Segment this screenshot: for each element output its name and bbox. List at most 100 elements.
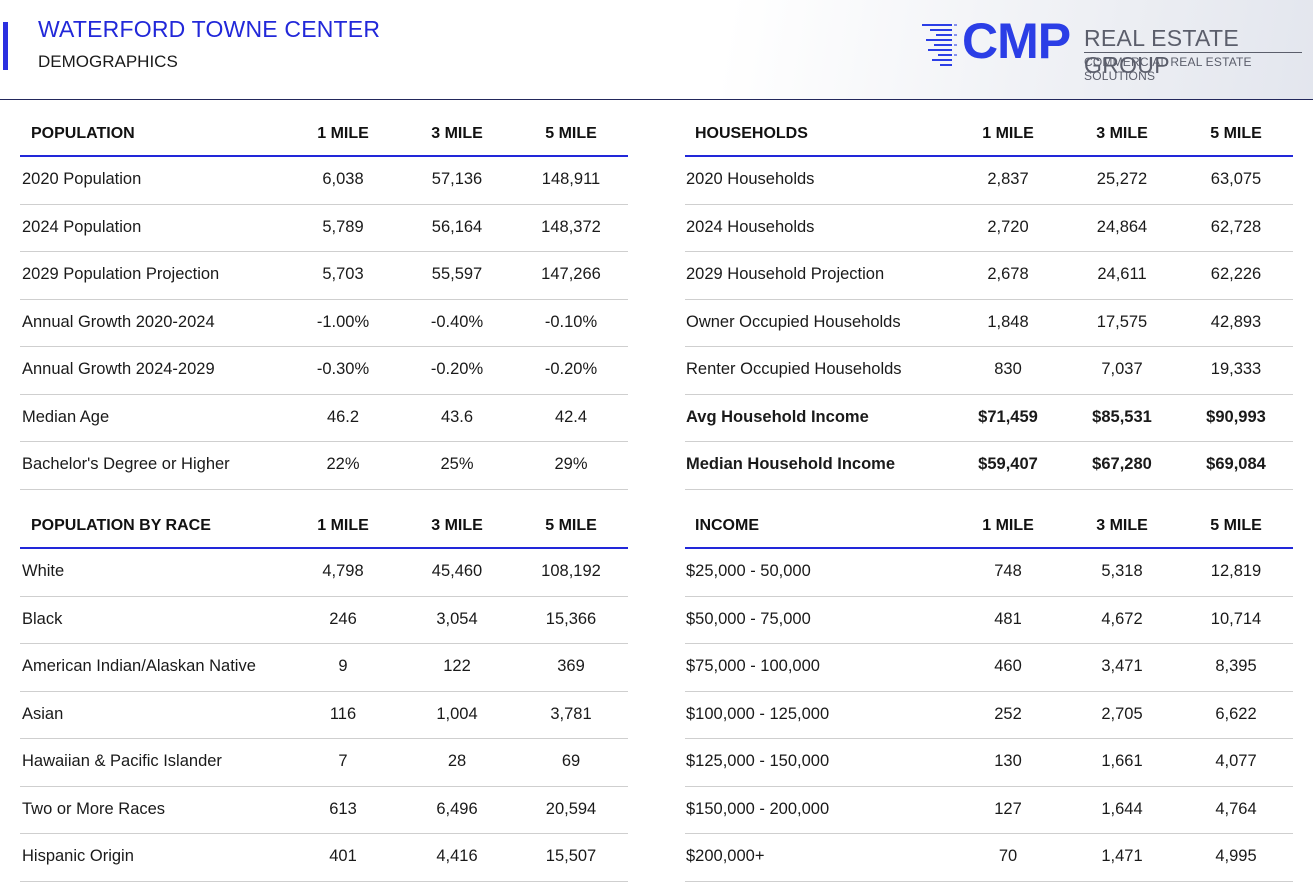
value-1-mile: 613 — [329, 799, 357, 818]
logo-divider — [1084, 52, 1302, 53]
value-1-mile: 5,789 — [322, 217, 364, 236]
value-5-mile: 62,226 — [1210, 265, 1262, 283]
row-label: $25,000 - 50,000 — [686, 562, 811, 580]
table-row: Renter Occupied Households 830 7,037 19,333 — [685, 347, 1293, 395]
value-3-mile: 4,416 — [436, 847, 478, 865]
col-1-mile: 1 MILE — [982, 125, 1034, 142]
col-5-mile: 5 MILE — [1210, 517, 1262, 534]
table-row: White 4,798 45,460 108,192 — [20, 549, 628, 597]
page-header: WATERFORD TOWNE CENTER DEMOGRAPHICS — [0, 0, 1313, 100]
table-row: Annual Growth 2024-2029 -0.30% -0.20% -0.20… — [20, 347, 628, 395]
row-label: $50,000 - 75,000 — [686, 609, 811, 628]
table-row: $100,000 - 125,000 252 2,705 6,622 — [685, 692, 1293, 739]
table-row: Avg Household Income $71,459 $85,531 $90,99… — [685, 395, 1293, 442]
row-label: Two or More Races — [22, 799, 166, 818]
row-label: $125,000 - 150,000 — [686, 752, 830, 770]
table-row: American Indian/Alaskan Native 9 122 369 — [20, 644, 628, 692]
table-row: 2024 Households 2,720 24,864 62,728 — [685, 205, 1293, 252]
value-1-mile: 2,837 — [987, 170, 1029, 188]
income-table-header: INCOME 1 MILE 3 MILE 5 MILE — [685, 508, 1293, 549]
table-row: $50,000 - 75,000 481 4,672 10,714 — [685, 597, 1293, 644]
value-3-mile: 43.6 — [440, 407, 474, 426]
value-5-mile: -0.20% — [544, 360, 598, 378]
table-row: Hawaiian & Pacific Islander 7 28 69 — [20, 739, 628, 787]
value-1-mile: 2,678 — [987, 265, 1029, 283]
value-1-mile: $59,407 — [978, 455, 1038, 473]
value-5-mile: 6,622 — [1215, 704, 1257, 723]
value-3-mile: 24,611 — [1097, 265, 1147, 283]
value-5-mile: 8,395 — [1215, 657, 1257, 675]
value-5-mile: 369 — [557, 657, 585, 675]
population-table: POPULATION 1 MILE 3 MILE 5 MILE 2020 Pop… — [20, 116, 628, 490]
table-row: $75,000 - 100,000 460 3,471 8,395 — [685, 644, 1293, 692]
row-label: $100,000 - 125,000 — [686, 704, 830, 723]
value-3-mile: 1,004 — [436, 704, 478, 723]
table-row: 2024 Population 5,789 56,164 148,372 — [20, 205, 628, 252]
row-label: Hispanic Origin — [22, 847, 134, 865]
logo-mark-icon — [922, 24, 957, 66]
value-5-mile: 148,911 — [541, 170, 601, 188]
value-5-mile: 10,714 — [1210, 609, 1262, 628]
value-5-mile: 42,893 — [1210, 312, 1262, 331]
table-row: Hispanic Origin 401 4,416 15,507 — [20, 834, 628, 882]
value-5-mile: 62,728 — [1210, 217, 1262, 236]
value-5-mile: 147,266 — [541, 265, 601, 283]
row-label: Owner Occupied Households — [686, 312, 901, 331]
value-5-mile: 42.4 — [554, 407, 588, 426]
value-1-mile: 246 — [329, 609, 357, 628]
value-3-mile: 3,471 — [1101, 657, 1143, 675]
col-3-mile: 3 MILE — [1096, 517, 1148, 534]
table-row: $150,000 - 200,000 127 1,644 4,764 — [685, 787, 1293, 834]
row-label: American Indian/Alaskan Native — [22, 657, 256, 675]
value-1-mile: 70 — [998, 847, 1018, 865]
race-table-header: POPULATION BY RACE 1 MILE 3 MILE 5 MILE — [20, 508, 628, 549]
value-1-mile: 1,848 — [987, 312, 1029, 331]
value-3-mile: 28 — [447, 752, 467, 770]
table-row: Median Household Income $59,407 $67,280 $69… — [685, 442, 1293, 490]
row-label: $200,000+ — [686, 847, 765, 865]
page-subtitle: DEMOGRAPHICS — [38, 52, 178, 71]
col-3-mile: 3 MILE — [431, 125, 483, 142]
income-heading: INCOME — [695, 517, 759, 534]
value-5-mile: $90,993 — [1206, 407, 1266, 426]
value-5-mile: 63,075 — [1210, 170, 1262, 188]
value-5-mile: 3,781 — [550, 704, 592, 723]
value-5-mile: 108,192 — [541, 562, 601, 580]
company-logo: CMP REAL ESTATE GROUP COMMERCIAL REAL ES… — [920, 13, 1310, 83]
value-1-mile: 401 — [329, 847, 357, 865]
value-1-mile: 130 — [994, 752, 1022, 770]
value-3-mile: -0.40% — [430, 312, 484, 331]
col-1-mile: 1 MILE — [317, 125, 369, 142]
table-row: $25,000 - 50,000 748 5,318 12,819 — [685, 549, 1293, 597]
households-table: HOUSEHOLDS 1 MILE 3 MILE 5 MILE 2020 Hou… — [685, 116, 1293, 490]
value-3-mile: 3,054 — [436, 609, 478, 628]
accent-bar — [3, 22, 8, 70]
value-1-mile: 22% — [326, 455, 360, 473]
table-row: Black 246 3,054 15,366 — [20, 597, 628, 644]
row-label: Annual Growth 2024-2029 — [22, 360, 215, 378]
row-label: Bachelor's Degree or Higher — [22, 455, 230, 473]
value-5-mile: 15,507 — [545, 847, 597, 865]
row-label: Renter Occupied Households — [686, 360, 902, 378]
value-5-mile: 148,372 — [541, 217, 601, 236]
value-3-mile: 25% — [440, 455, 474, 473]
value-1-mile: 830 — [994, 360, 1022, 378]
row-label: White — [22, 562, 65, 580]
col-3-mile: 3 MILE — [431, 517, 483, 534]
row-label: 2024 Households — [686, 217, 815, 236]
value-1-mile: 252 — [994, 704, 1022, 723]
col-5-mile: 5 MILE — [545, 517, 597, 534]
value-3-mile: 1,661 — [1101, 752, 1143, 770]
value-1-mile: $71,459 — [978, 407, 1038, 426]
value-1-mile: 2,720 — [987, 217, 1029, 236]
table-row: 2020 Households 2,837 25,272 63,075 — [685, 157, 1293, 205]
value-1-mile: 127 — [994, 799, 1022, 818]
row-label: Avg Household Income — [686, 407, 869, 426]
table-row: Bachelor's Degree or Higher 22% 25% 29% — [20, 442, 628, 490]
table-row: 2029 Population Projection 5,703 55,597 147… — [20, 252, 628, 300]
col-3-mile: 3 MILE — [1096, 125, 1148, 142]
value-1-mile: -1.00% — [316, 312, 370, 331]
value-1-mile: 4,798 — [322, 562, 364, 580]
value-1-mile: 7 — [338, 752, 348, 770]
row-label: 2029 Population Projection — [22, 265, 220, 283]
